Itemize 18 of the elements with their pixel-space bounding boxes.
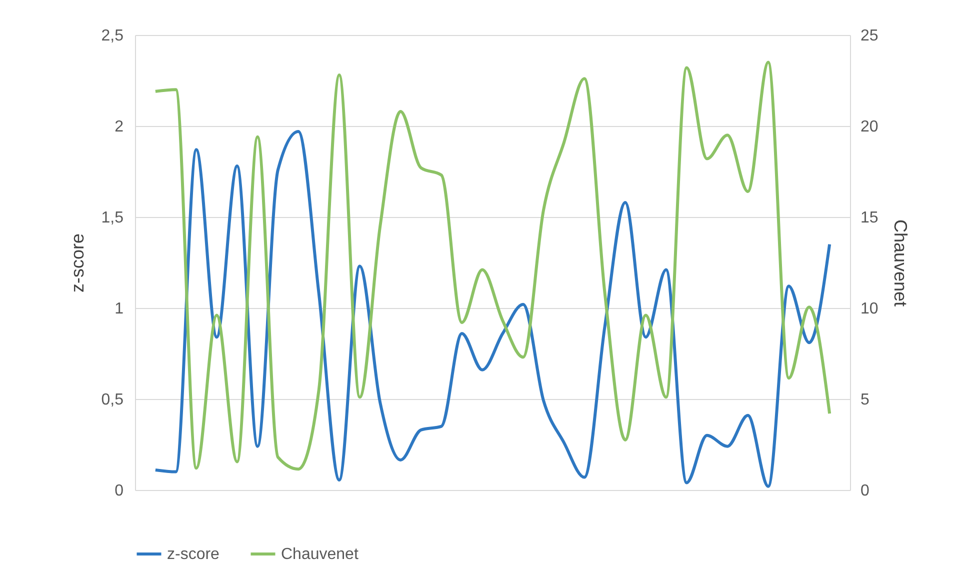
y-tick-label: 2	[114, 118, 124, 136]
legend-label: z-score	[167, 546, 220, 563]
y2-axis-title: Chauvenet	[890, 219, 910, 307]
line-series	[154, 60, 832, 471]
y-tick-label: 1	[114, 300, 124, 318]
y2-tick-label: 0	[860, 482, 870, 500]
y2-tick-label: 5	[860, 392, 870, 408]
y-axis-title: z-score	[67, 233, 88, 293]
y2-tick-label: 10	[860, 300, 878, 318]
legend-label: Chauvenet	[281, 546, 359, 563]
y-tick-label: 2,5	[101, 28, 124, 44]
line-series	[154, 130, 832, 488]
y-tick-label: 0	[114, 482, 124, 500]
y-tick-label: 0,5	[101, 392, 124, 408]
y2-tick-label: 15	[860, 210, 878, 226]
y-tick-label: 1,5	[101, 210, 124, 226]
y2-tick-label: 25	[860, 28, 878, 44]
y2-tick-label: 20	[860, 118, 878, 136]
